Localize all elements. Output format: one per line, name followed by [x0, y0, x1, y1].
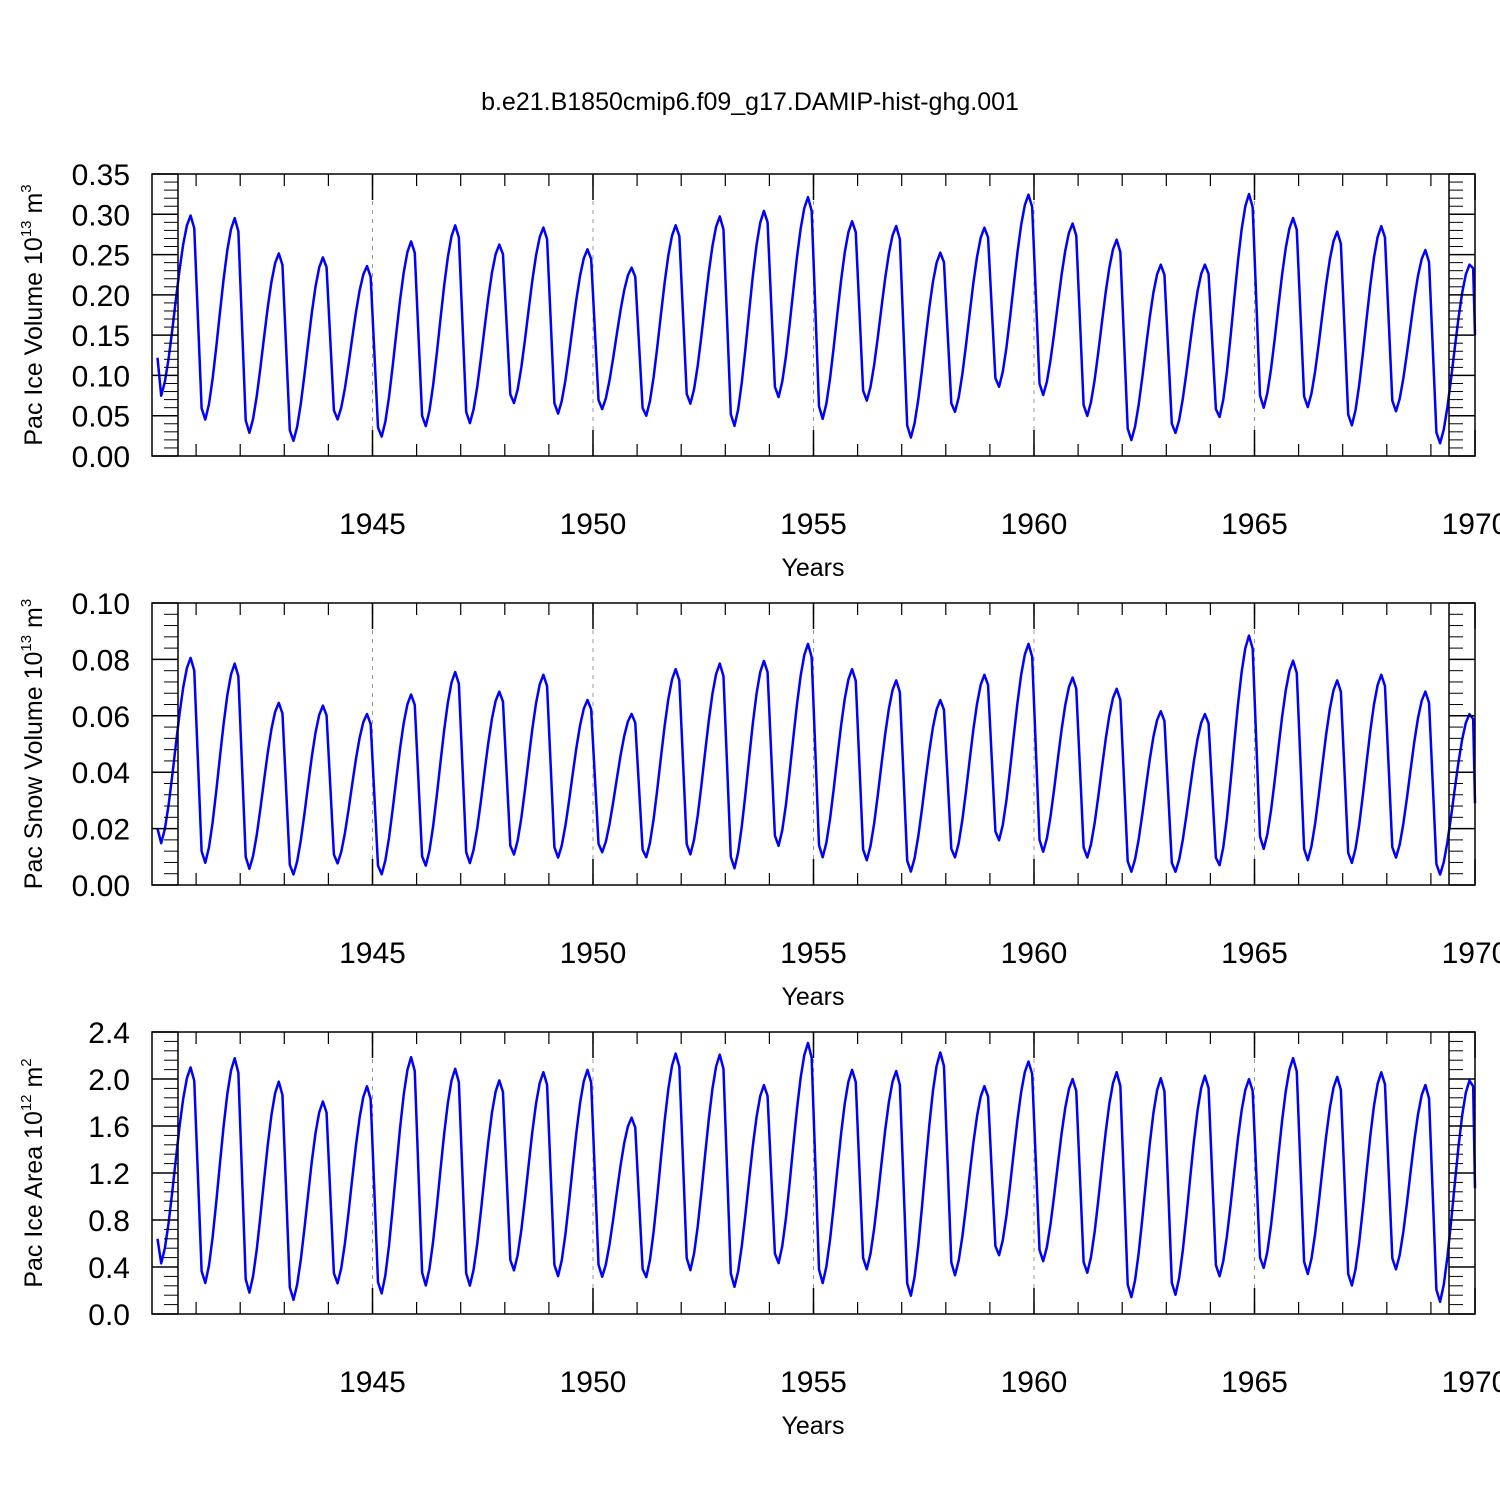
- x-tick-label: 1960: [1001, 508, 1068, 541]
- data-line: [156, 634, 1477, 876]
- x-tick-label: 1950: [560, 508, 627, 541]
- y-axis-label-unit-exponent: 2: [18, 1058, 35, 1066]
- panel-pac-snow-volume: 1945 1950 1955 1960 1965 1970 Years 0.00 0.02 0.0…: [18, 588, 1500, 1011]
- y-axis-label-exponent: 13: [18, 220, 35, 237]
- y-axis-label-main: Pac Ice Area 10: [20, 1111, 48, 1288]
- x-tick-label: 1945: [339, 1366, 406, 1399]
- x-tick-label: 1955: [780, 1366, 847, 1399]
- y-axis-label: Pac Snow Volume 1013 m3: [18, 599, 48, 889]
- y-tick-label: 0.00: [72, 441, 130, 474]
- y-tick-label: 2.4: [88, 1017, 130, 1050]
- y-axis-label: Pac Ice Volume 1013 m3: [18, 184, 48, 445]
- x-tick-label: 1955: [780, 937, 847, 970]
- x-tick-label: 1950: [560, 937, 627, 970]
- y-tick-label: 2.0: [88, 1064, 130, 1097]
- y-tick-label: 0.10: [72, 588, 130, 621]
- y-tick-label: 0.8: [88, 1205, 130, 1238]
- panel-pac-ice-volume: 1945 1950 1955 1960 1965 1970 Years 0.00 0.05 0.1…: [18, 159, 1500, 582]
- y-tick-label: 0.06: [72, 701, 130, 734]
- y-axis-label-exponent: 12: [18, 1094, 35, 1111]
- y-axis-label-unit: m: [20, 193, 48, 221]
- data-line: [156, 1041, 1477, 1304]
- x-tick-label: 1945: [339, 508, 406, 541]
- x-tick-label: 1955: [780, 508, 847, 541]
- y-tick-label: 0.08: [72, 644, 130, 677]
- data-line: [156, 192, 1477, 445]
- y-tick-label: 0.0: [88, 1299, 130, 1332]
- y-tick-label: 0.35: [72, 159, 130, 192]
- x-tick-label: 1970: [1442, 937, 1500, 970]
- panel-pac-ice-area: 1945 1950 1955 1960 1965 1970 Years 0.0 0.4 0.8 1.…: [18, 1017, 1500, 1440]
- panels: 1945 1950 1955 1960 1965 1970 Years 0.00 0.05 0.1…: [18, 159, 1500, 1440]
- y-axis-label-unit: m: [20, 607, 48, 635]
- y-tick-label: 0.10: [72, 360, 130, 393]
- y-axis-label-unit-exponent: 3: [18, 599, 35, 607]
- x-tick-label: 1965: [1221, 508, 1288, 541]
- x-axis-label: Years: [781, 554, 844, 582]
- y-tick-label: 0.02: [72, 814, 130, 847]
- x-tick-label: 1960: [1001, 1366, 1068, 1399]
- y-axis-label-exponent: 13: [18, 635, 35, 652]
- y-tick-label: 0.4: [88, 1252, 130, 1285]
- x-tick-label: 1960: [1001, 937, 1068, 970]
- y-tick-label: 0.30: [72, 199, 130, 232]
- y-tick-label: 0.05: [72, 401, 130, 434]
- y-axis-label-unit: m: [20, 1067, 48, 1095]
- x-tick-label: 1965: [1221, 937, 1288, 970]
- x-tick-label: 1970: [1442, 508, 1500, 541]
- y-axis-label-main: Pac Ice Volume 10: [20, 237, 48, 445]
- y-axis-label: Pac Ice Area 1012 m2: [18, 1058, 48, 1287]
- x-tick-label: 1945: [339, 937, 406, 970]
- x-tick-label: 1970: [1442, 1366, 1500, 1399]
- x-axis-label: Years: [781, 983, 844, 1011]
- x-axis-label: Years: [781, 1412, 844, 1440]
- y-tick-label: 1.6: [88, 1111, 130, 1144]
- y-tick-label: 1.2: [88, 1158, 130, 1191]
- y-tick-label: 0.00: [72, 870, 130, 903]
- y-axis-label-main: Pac Snow Volume 10: [20, 652, 48, 890]
- x-tick-label: 1965: [1221, 1366, 1288, 1399]
- plot-frame: [151, 602, 1476, 886]
- y-tick-label: 0.04: [72, 757, 130, 790]
- x-tick-label: 1950: [560, 1366, 627, 1399]
- y-axis-label-unit-exponent: 3: [18, 184, 35, 192]
- y-tick-label: 0.25: [72, 240, 130, 273]
- y-tick-label: 0.15: [72, 320, 130, 353]
- chart-title: b.e21.B1850cmip6.f09_g17.DAMIP-hist-ghg.…: [481, 88, 1019, 116]
- y-tick-label: 0.20: [72, 280, 130, 313]
